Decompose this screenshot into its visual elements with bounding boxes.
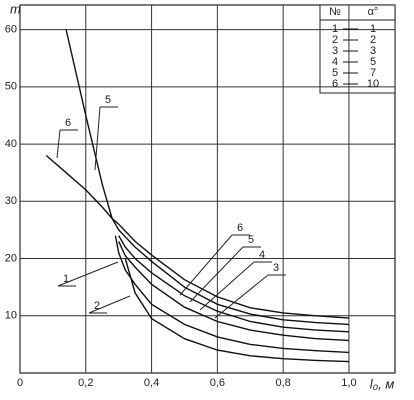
curve-label: 3 [273,262,279,274]
y-tick-label: 20 [5,252,17,264]
x-tick-label: 0,6 [210,377,225,389]
curve [118,241,349,342]
legend-header: № [329,6,341,18]
curve [118,235,349,333]
curve-label: 5 [105,94,111,106]
x-tick-label: 0,2 [78,377,93,389]
y-tick-label: 40 [5,138,17,150]
leader-line [94,106,101,171]
legend-alpha: 2 [370,34,376,46]
y-tick-label: 30 [5,195,17,207]
curve-label: 2 [94,300,100,312]
curve [114,235,349,354]
y-axis-label: m [10,1,21,16]
legend-number: 6 [332,78,338,90]
curve-label: 1 [63,273,69,285]
x-axis-label: l₀, м [370,376,395,391]
curve-label: 5 [248,234,254,246]
curve [45,154,349,319]
curve-label: 6 [237,222,243,234]
legend-number: 4 [332,56,338,68]
legend-number: 5 [332,67,338,79]
legend-alpha: 10 [367,78,379,90]
curve-label: 4 [259,249,265,261]
curve [124,258,349,363]
legend-number: 2 [332,34,338,46]
leader-line [88,295,131,314]
curve [65,29,349,326]
leader-line [56,129,61,159]
x-tick-label: 0 [17,377,23,389]
leader-line [199,261,255,311]
legend-alpha: 1 [370,23,376,35]
leader-line [214,274,269,319]
leader-line [189,246,244,303]
x-tick-label: 0,4 [144,377,159,389]
legend-number: 3 [332,45,338,57]
curve-label: 6 [65,117,71,129]
y-tick-label: 10 [5,310,17,322]
y-tick-label: 60 [5,24,17,36]
legend-alpha: 7 [370,67,376,79]
leader-line [179,234,233,296]
legend-alpha: 5 [370,56,376,68]
legend-header: α° [368,6,379,18]
x-tick-label: 0,8 [276,377,291,389]
y-tick-label: 50 [5,81,17,93]
leader-line [57,261,119,287]
x-tick-label: 1,0 [341,377,356,389]
legend-number: 1 [332,23,338,35]
legend-alpha: 3 [370,45,376,57]
